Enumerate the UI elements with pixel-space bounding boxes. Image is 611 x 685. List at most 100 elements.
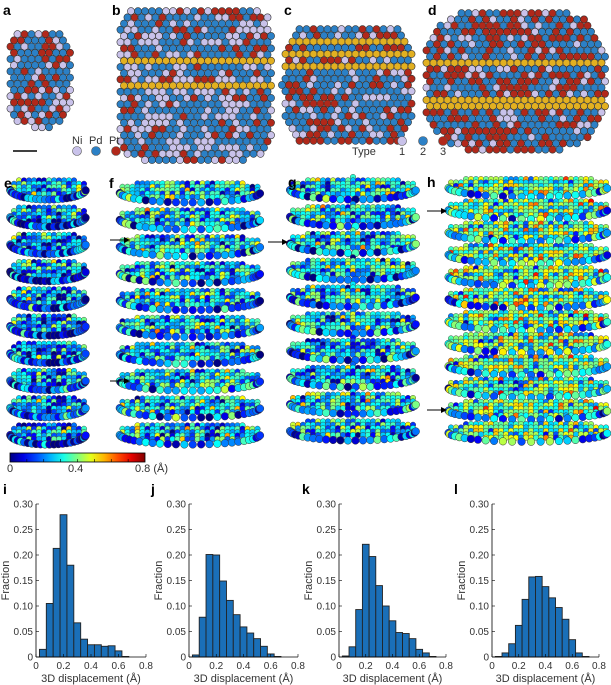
- atom: [81, 268, 90, 277]
- atom: [163, 359, 172, 368]
- atom: [267, 56, 275, 65]
- atom: [180, 252, 189, 261]
- layer-slice: [6, 313, 90, 340]
- atom: [213, 197, 222, 206]
- particle-b: [116, 7, 275, 164]
- atom: [180, 279, 189, 288]
- atom: [188, 252, 197, 261]
- layer-slice: [115, 314, 265, 341]
- atom: [253, 7, 261, 16]
- atom: [220, 224, 229, 233]
- legend-swatch-pd: [91, 146, 101, 156]
- atom: [148, 438, 157, 448]
- atom: [249, 149, 258, 158]
- atom: [454, 139, 462, 148]
- atom: [344, 136, 353, 145]
- atom: [197, 305, 206, 314]
- atom: [62, 92, 71, 101]
- atom: [62, 67, 71, 76]
- atom: [329, 302, 338, 311]
- atom: [171, 359, 181, 368]
- atom: [213, 358, 222, 368]
- atom: [188, 386, 197, 395]
- layer-slice: [115, 180, 265, 207]
- atom: [255, 431, 265, 440]
- slice-stack-g: [285, 173, 420, 445]
- atom: [492, 145, 501, 154]
- atom: [329, 194, 338, 204]
- atom: [130, 149, 139, 158]
- layer-slice: [115, 395, 265, 422]
- atom: [506, 145, 515, 154]
- atom: [366, 302, 375, 311]
- atom: [316, 136, 325, 145]
- atom: [220, 250, 229, 260]
- slice-stack-f: [115, 180, 265, 449]
- atom: [141, 276, 150, 285]
- atom: [220, 358, 229, 367]
- atom: [163, 413, 172, 422]
- atom: [260, 19, 268, 28]
- atom: [255, 404, 265, 413]
- atom: [197, 332, 206, 341]
- atom: [81, 376, 90, 386]
- atom: [358, 329, 368, 338]
- atom: [62, 79, 71, 88]
- atom: [188, 440, 197, 449]
- atom: [155, 156, 163, 164]
- atom: [155, 358, 165, 367]
- layer-slice: [6, 204, 90, 231]
- atom: [366, 195, 375, 204]
- legend-swatch-ni: [72, 146, 82, 156]
- atom: [225, 156, 233, 164]
- atom: [148, 277, 157, 286]
- layer-slice: [115, 234, 265, 261]
- atom: [141, 156, 149, 164]
- atom: [366, 248, 375, 257]
- atom: [211, 156, 219, 164]
- atom: [197, 386, 206, 395]
- atom: [336, 302, 345, 311]
- atom: [373, 221, 382, 230]
- atom: [471, 145, 480, 154]
- atom: [205, 224, 214, 234]
- atom: [358, 275, 368, 284]
- layer-slice: [6, 286, 90, 313]
- atom: [188, 198, 197, 207]
- atom: [255, 243, 265, 252]
- atom: [478, 145, 487, 154]
- atom: [197, 440, 206, 449]
- atom: [220, 304, 229, 313]
- atom: [267, 32, 275, 40]
- atom: [163, 386, 172, 395]
- atom: [267, 81, 275, 90]
- atom: [163, 332, 172, 341]
- atom: [20, 117, 29, 125]
- atom: [171, 386, 181, 395]
- atom: [141, 223, 150, 232]
- atom: [155, 197, 165, 206]
- atom: [155, 278, 165, 287]
- atom: [205, 359, 214, 368]
- atom: [205, 251, 214, 260]
- atom: [81, 295, 90, 304]
- atom: [365, 136, 374, 145]
- atom: [180, 332, 189, 341]
- layer-slice: [285, 254, 420, 284]
- atom: [255, 323, 265, 332]
- atom: [123, 149, 132, 158]
- atom: [163, 439, 172, 449]
- atom: [485, 145, 494, 154]
- atom: [255, 296, 265, 306]
- atom: [197, 198, 206, 207]
- atom: [66, 73, 74, 82]
- atom: [351, 136, 360, 145]
- slice-stack-e: [6, 177, 90, 449]
- atom: [197, 278, 206, 288]
- atom: [148, 358, 157, 367]
- atom: [148, 412, 157, 421]
- atom: [322, 328, 331, 337]
- atom: [188, 279, 197, 288]
- atom: [141, 330, 150, 339]
- atom: [411, 239, 420, 249]
